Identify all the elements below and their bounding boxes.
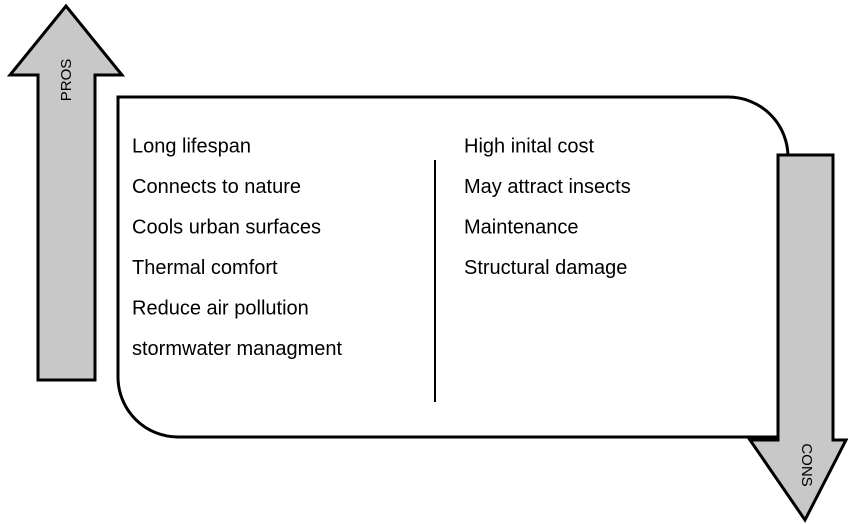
- pro-item: stormwater managment: [132, 338, 343, 360]
- pro-item: Connects to nature: [132, 176, 301, 198]
- con-item: Structural damage: [464, 257, 627, 279]
- pros-arrow: [6, 3, 126, 382]
- pro-item: Long lifespan: [132, 135, 251, 157]
- con-item: Maintenance: [464, 216, 579, 238]
- con-item: May attract insects: [464, 176, 631, 198]
- lists: Long lifespan Connects to nature Cools urb…: [132, 135, 631, 360]
- cons-arrow: [747, 153, 848, 523]
- pro-item: Cools urban surfaces: [132, 216, 321, 238]
- con-item: High inital cost: [464, 135, 595, 157]
- pros-label: PROS: [58, 59, 75, 102]
- content-box: [116, 95, 790, 439]
- pro-item: Reduce air pollution: [132, 297, 309, 319]
- cons-label: CONS: [798, 443, 815, 486]
- pro-item: Thermal comfort: [132, 257, 278, 279]
